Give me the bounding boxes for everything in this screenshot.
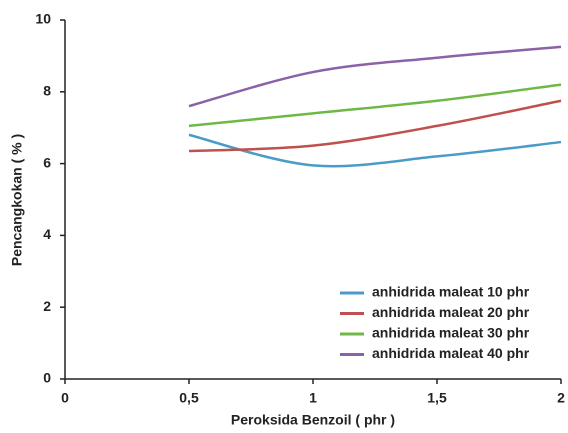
x-tick-label: 0,5 [179, 390, 199, 406]
legend-label: anhidrida maleat 20 phr [372, 304, 530, 320]
y-tick-label: 6 [43, 154, 51, 170]
y-tick-label: 4 [43, 226, 51, 242]
legend-label: anhidrida maleat 30 phr [372, 325, 530, 341]
x-axis-label: Peroksida Benzoil ( phr ) [231, 412, 395, 428]
x-tick-label: 2 [557, 390, 565, 406]
x-tick-label: 1 [309, 390, 317, 406]
y-tick-label: 10 [35, 11, 51, 27]
y-axis-label: Pencangkokan ( % ) [9, 134, 25, 266]
y-tick-label: 2 [43, 298, 51, 314]
y-tick-label: 8 [43, 83, 51, 99]
x-tick-label: 0 [61, 390, 69, 406]
legend-label: anhidrida maleat 40 phr [372, 345, 530, 361]
y-tick-label: 0 [43, 370, 51, 386]
legend-label: anhidrida maleat 10 phr [372, 284, 530, 300]
x-tick-label: 1,5 [427, 390, 447, 406]
series-line [188, 45, 562, 108]
series-line [188, 99, 562, 153]
series-line [188, 83, 562, 128]
